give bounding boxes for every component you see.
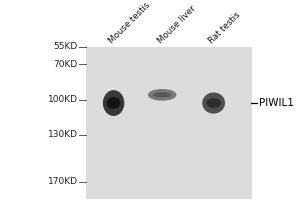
Text: Mouse liver: Mouse liver: [156, 4, 197, 46]
Text: 55KD: 55KD: [54, 42, 78, 51]
Ellipse shape: [153, 92, 172, 97]
Text: PIWIL1: PIWIL1: [260, 98, 294, 108]
Ellipse shape: [202, 92, 225, 114]
Text: 170KD: 170KD: [48, 177, 78, 186]
Text: 70KD: 70KD: [54, 60, 78, 69]
Bar: [86, 47, 252, 199]
Text: Mouse testis: Mouse testis: [107, 1, 152, 46]
Text: 100KD: 100KD: [48, 95, 78, 104]
Text: Rat testis: Rat testis: [207, 10, 242, 46]
Ellipse shape: [206, 98, 221, 108]
Ellipse shape: [148, 89, 176, 101]
Ellipse shape: [103, 90, 124, 116]
Ellipse shape: [106, 97, 121, 109]
Text: 130KD: 130KD: [48, 130, 78, 139]
